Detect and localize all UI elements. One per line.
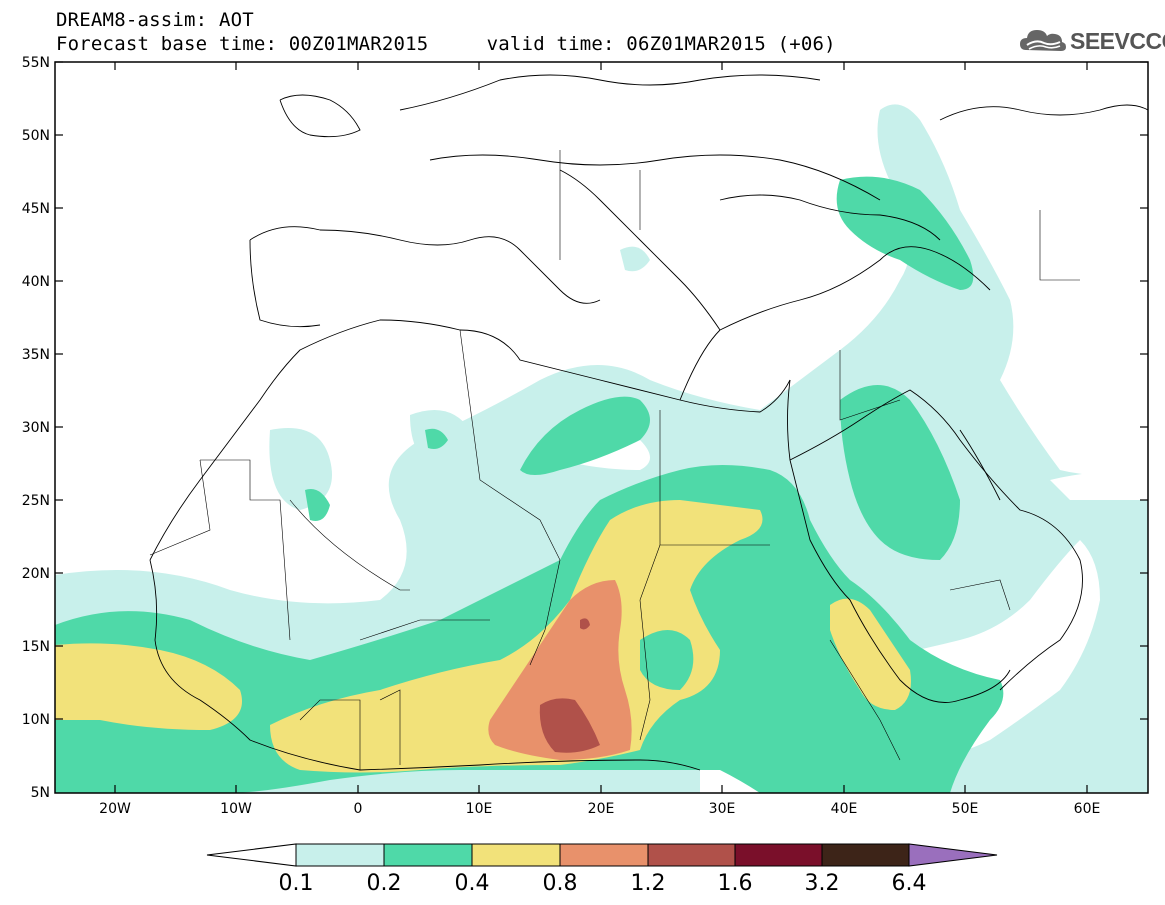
latitude-labels: 55N 50N 45N 40N 35N 30N 25N 20N 15N 10N … (22, 55, 50, 801)
lon-label: 50E (952, 801, 979, 817)
aot-contours (55, 104, 1148, 793)
aot-band-0.4 (55, 500, 911, 773)
colorbar-label: 0.2 (367, 871, 402, 896)
lon-label: 10W (220, 801, 252, 817)
lon-label: 20E (588, 801, 615, 817)
colorbar-label: 0.4 (455, 871, 490, 896)
axis-ticks (55, 61, 1148, 793)
lon-label: 20W (99, 801, 131, 817)
colorbar: 0.1 0.2 0.4 0.8 1.2 1.6 3.2 6.4 (206, 843, 998, 896)
aot-band-0.8 (488, 580, 632, 760)
colorbar-swatch (734, 843, 823, 867)
lon-label: 30E (709, 801, 736, 817)
longitude-labels: 20W 10W 0 10E 20E 30E 40E 50E 60E (99, 801, 1100, 817)
colorbar-label: 1.6 (718, 871, 753, 896)
aot-map: 55N 50N 45N 40N 35N 30N 25N 20N 15N 10N … (22, 55, 1149, 817)
colorbar-swatch (647, 843, 736, 867)
coastlines-borders (149, 74, 1148, 771)
lat-label: 5N (31, 785, 50, 801)
colorbar-label: 1.2 (631, 871, 666, 896)
colorbar-label: 0.8 (543, 871, 578, 896)
colorbar-swatch (471, 843, 561, 867)
country-borders (149, 150, 1080, 770)
forecast-time-line: Forecast base time: 00Z01MAR2015 valid t… (56, 33, 836, 55)
lon-label: 10E (466, 801, 493, 817)
lat-label: 20N (22, 566, 50, 582)
cloud-icon (1020, 30, 1066, 51)
colorbar-swatch (383, 843, 473, 867)
lon-label: 40E (831, 801, 858, 817)
lat-label: 50N (22, 128, 50, 144)
colorbar-swatch (559, 843, 649, 867)
aot-band-0.2-inner (640, 630, 694, 690)
lat-label: 30N (22, 420, 50, 436)
seevccc-logo: SEEVCCC (1018, 24, 1165, 58)
map-title: DREAM8-assim: AOT (56, 9, 254, 31)
colorbar-label: 6.4 (892, 871, 927, 896)
colorbar-over-arrow (908, 843, 998, 867)
lat-label: 15N (22, 639, 50, 655)
colorbar-swatch (295, 843, 385, 867)
lon-label: 0 (354, 801, 363, 817)
lat-label: 55N (22, 55, 50, 71)
lon-label: 60E (1074, 801, 1101, 817)
lat-label: 10N (22, 712, 50, 728)
aot-band-1.2 (539, 618, 600, 753)
colorbar-under-arrow (206, 843, 297, 867)
lat-label: 40N (22, 274, 50, 290)
colorbar-label: 0.1 (279, 871, 314, 896)
logo-text: SEEVCCC (1070, 28, 1165, 54)
lat-label: 45N (22, 201, 50, 217)
lat-label: 35N (22, 347, 50, 363)
aot-band-0.2 (55, 176, 1004, 793)
lat-label: 25N (22, 493, 50, 509)
colorbar-label: 3.2 (805, 871, 840, 896)
colorbar-swatch (821, 843, 910, 867)
